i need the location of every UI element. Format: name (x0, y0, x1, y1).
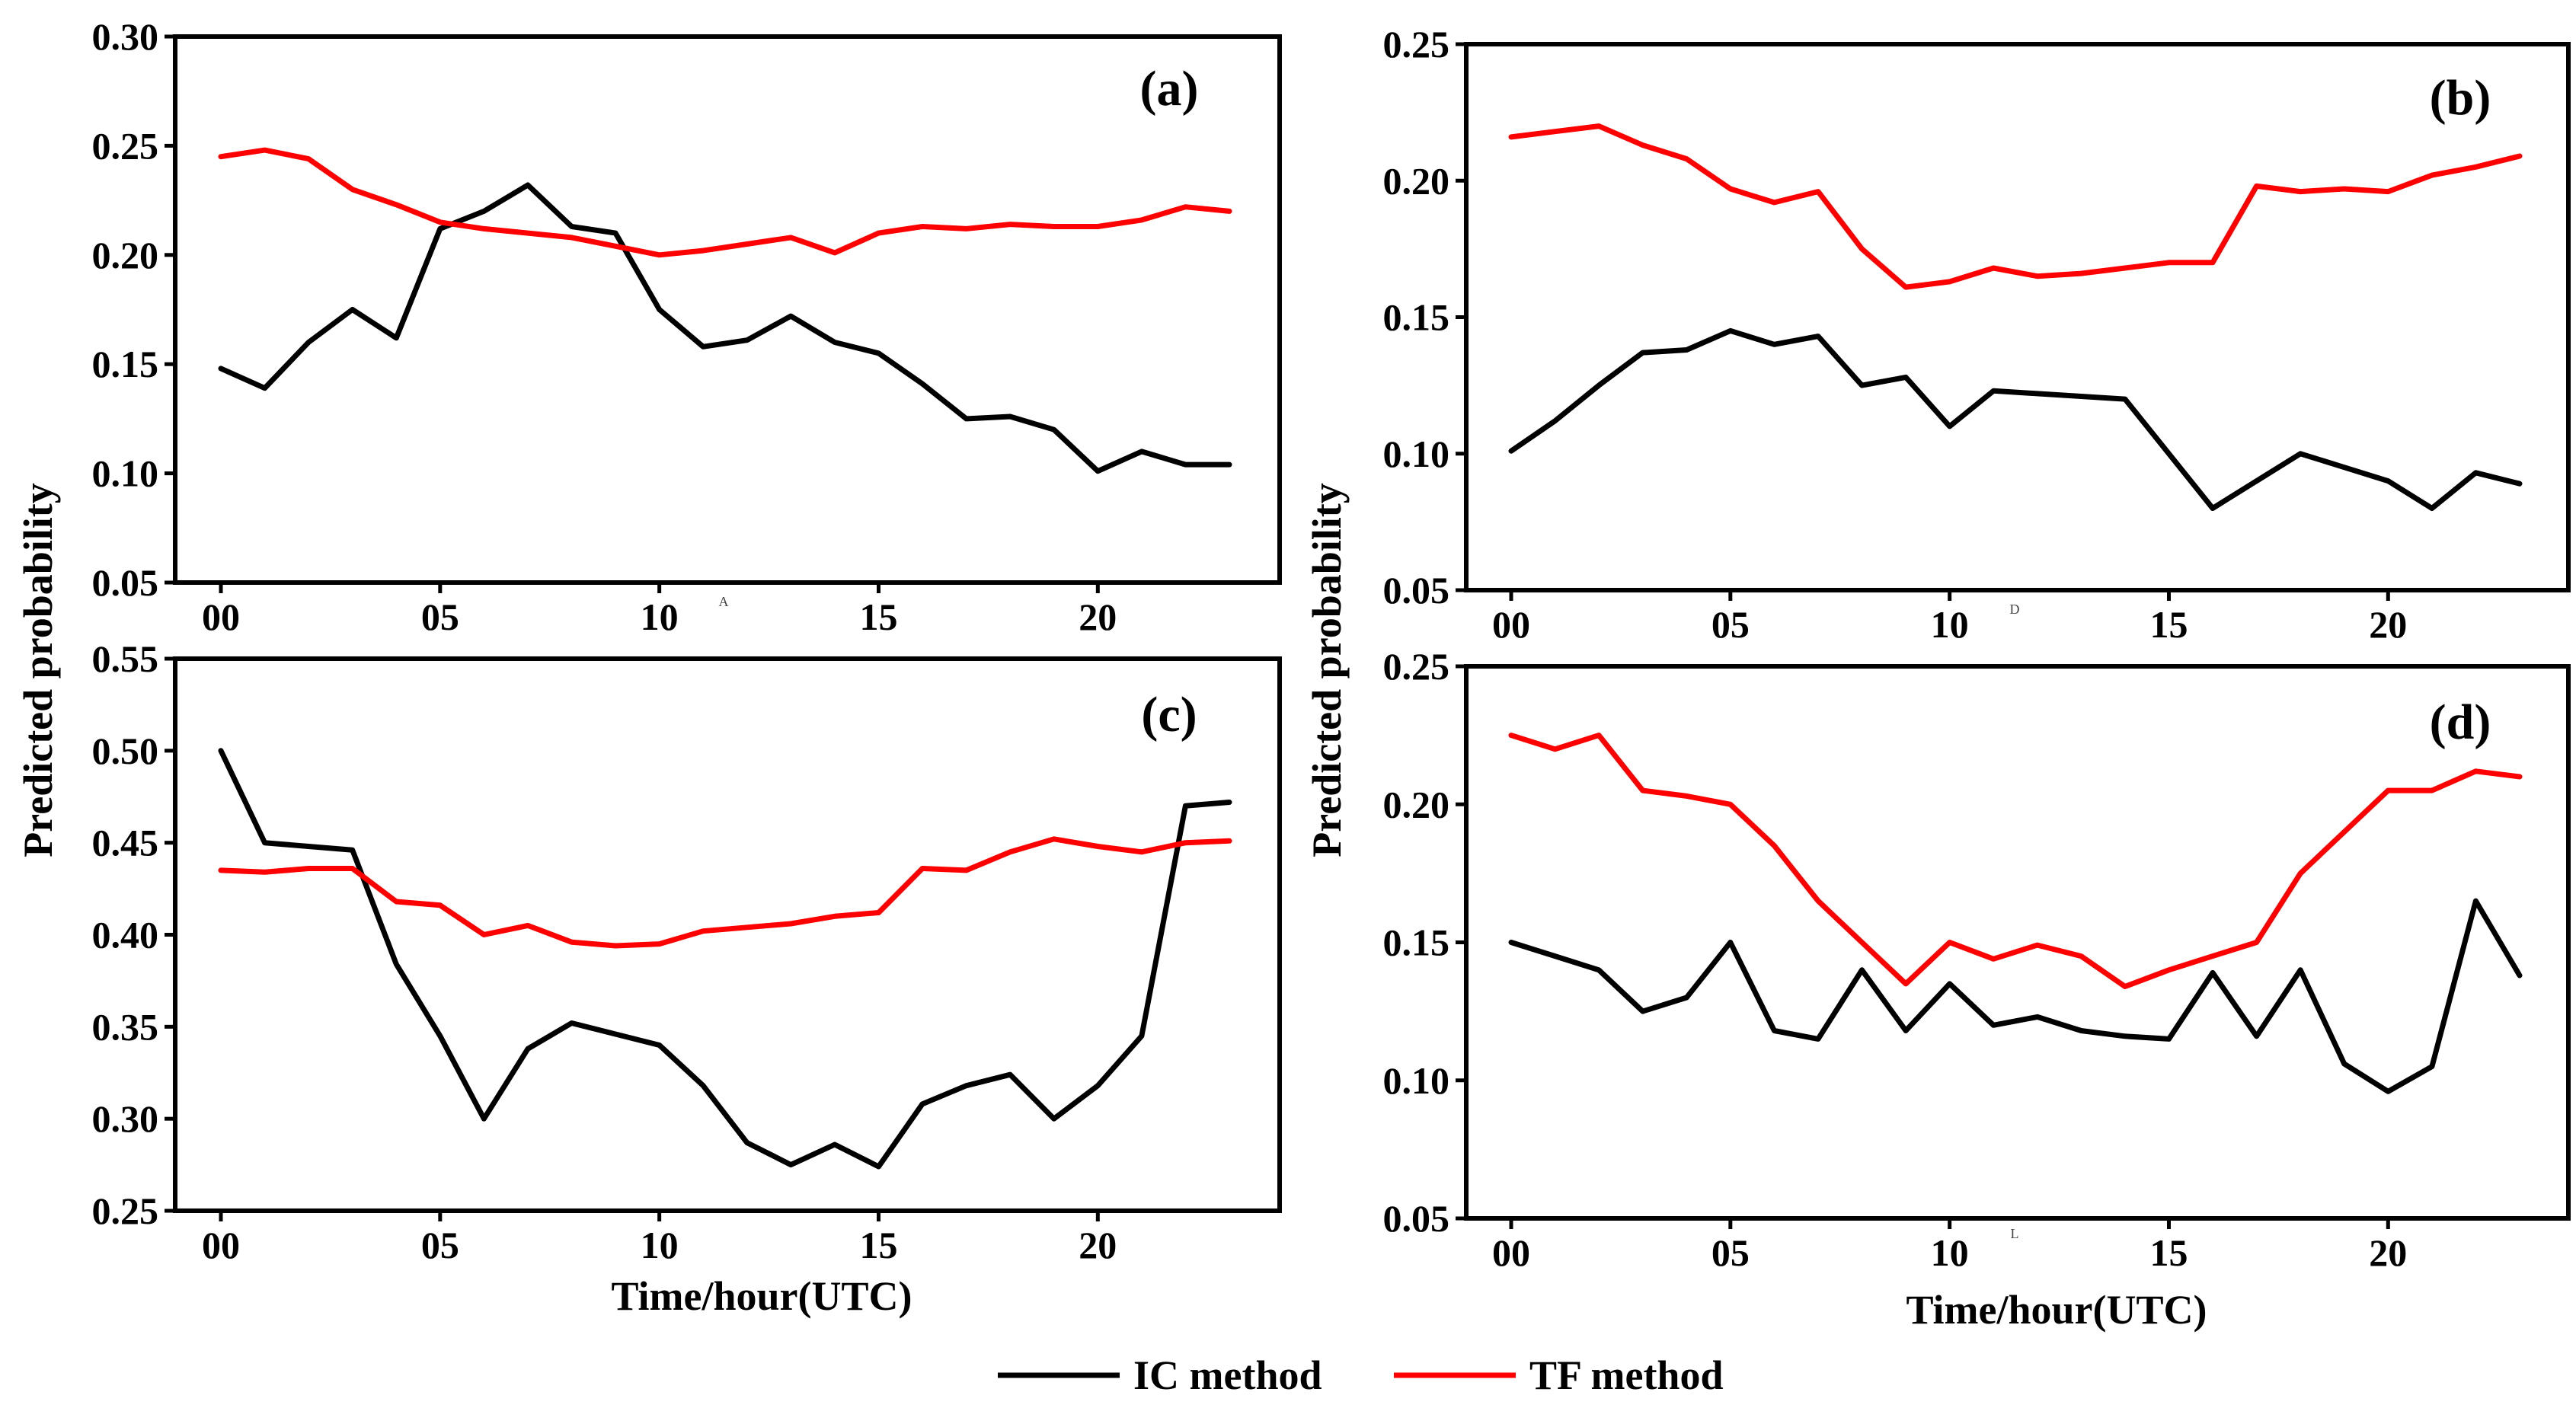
panel-label: (c) (1141, 687, 1197, 742)
legend-label-tf: TF method (1529, 1352, 1724, 1398)
series-line-tf (1508, 123, 2523, 290)
x-tick-label: 10 (1931, 1231, 1969, 1274)
panel-a: 0.05 0.10 0.15 0.20 0.25 0.30 00 05 10 15 20 (a) A (92, 15, 1282, 638)
y-tick-label: 0.20 (1383, 783, 1450, 825)
series-line-ic (1508, 898, 2523, 1094)
x-tick-label: 15 (2149, 1231, 2188, 1274)
x-tick-label: 00 (202, 1224, 240, 1266)
y-axis-title-right: Predicted probability (1304, 483, 1350, 857)
stray-mark: L (2011, 1226, 2019, 1241)
x-axis-title-c: Time/hour(UTC) (611, 1273, 912, 1319)
x-tick-label: 00 (202, 595, 240, 638)
y-tick-label: 0.05 (92, 561, 159, 604)
y-tick-label: 0.55 (92, 637, 159, 680)
panel-c: 0.25 0.30 0.35 0.40 0.45 0.50 0.55 00 05 10 15 20 (c… (92, 637, 1282, 1266)
series-line-ic (218, 182, 1232, 474)
x-axis-title-d: Time/hour(UTC) (1906, 1287, 2207, 1333)
x-tick-label: 20 (1079, 595, 1117, 638)
y-tick-label: 0.20 (1383, 159, 1450, 202)
y-tick-label: 0.20 (92, 234, 159, 276)
plot-frame (1464, 42, 2571, 592)
x-tick-label: 05 (1711, 603, 1750, 646)
panel-label: (d) (2430, 694, 2491, 750)
x-tick-label: 05 (421, 1224, 459, 1266)
y-tick-label: 0.05 (1383, 569, 1450, 611)
plot-frame (1464, 664, 2571, 1221)
x-tick-label: 10 (1931, 603, 1969, 646)
y-tick-label: 0.45 (92, 822, 159, 864)
y-tick-label: 0.50 (92, 730, 159, 772)
series-line-ic (1508, 327, 2523, 511)
panel-d: 0.05 0.10 0.15 0.20 0.25 00 05 10 15 20 (d) L (1383, 645, 2571, 1274)
x-tick-label: 00 (1492, 603, 1530, 646)
x-tick-label: 20 (1079, 1224, 1117, 1266)
legend-label-ic: IC method (1133, 1352, 1322, 1398)
y-tick-label: 0.10 (1383, 433, 1450, 475)
y-tick-label: 0.25 (92, 124, 159, 167)
y-tick-label: 0.05 (1383, 1197, 1450, 1240)
panel-label: (b) (2430, 70, 2491, 126)
panel-b: 0.05 0.10 0.15 0.20 0.25 00 05 10 15 20 (b) D (1383, 23, 2571, 646)
x-tick-label: 15 (2149, 603, 2188, 646)
x-tick-label: 20 (2369, 1231, 2407, 1274)
x-tick-label: 05 (421, 595, 459, 638)
stray-mark: D (2010, 602, 2020, 617)
y-tick-label: 0.25 (92, 1189, 159, 1232)
y-tick-label: 0.10 (92, 452, 159, 495)
series-line-ic (218, 748, 1232, 1170)
y-tick-label: 0.30 (92, 1097, 159, 1140)
legend: IC method TF method (998, 1352, 1724, 1398)
y-tick-label: 0.30 (92, 15, 159, 58)
x-tick-label: 00 (1492, 1231, 1530, 1274)
x-tick-label: 05 (1711, 1231, 1750, 1274)
y-tick-label: 0.40 (92, 914, 159, 956)
y-tick-label: 0.10 (1383, 1059, 1450, 1102)
y-tick-label: 0.15 (92, 343, 159, 385)
x-tick-label: 20 (2369, 603, 2407, 646)
series-line-tf (218, 147, 1232, 258)
x-tick-label: 15 (859, 595, 897, 638)
stray-mark: A (719, 594, 729, 609)
y-tick-label: 0.25 (1383, 645, 1450, 688)
x-tick-label: 10 (641, 1224, 679, 1266)
plot-frame (173, 34, 1282, 585)
y-axis-title-left: Predicted probability (15, 483, 61, 857)
series-line-tf (1508, 733, 2523, 989)
y-tick-label: 0.15 (1383, 296, 1450, 339)
series-line-tf (218, 836, 1232, 949)
x-tick-label: 10 (641, 595, 679, 638)
y-tick-label: 0.35 (92, 1005, 159, 1048)
plot-frame (173, 656, 1282, 1213)
x-tick-label: 15 (859, 1224, 897, 1266)
y-tick-label: 0.25 (1383, 23, 1450, 65)
panel-label: (a) (1140, 61, 1199, 117)
y-tick-label: 0.15 (1383, 921, 1450, 964)
